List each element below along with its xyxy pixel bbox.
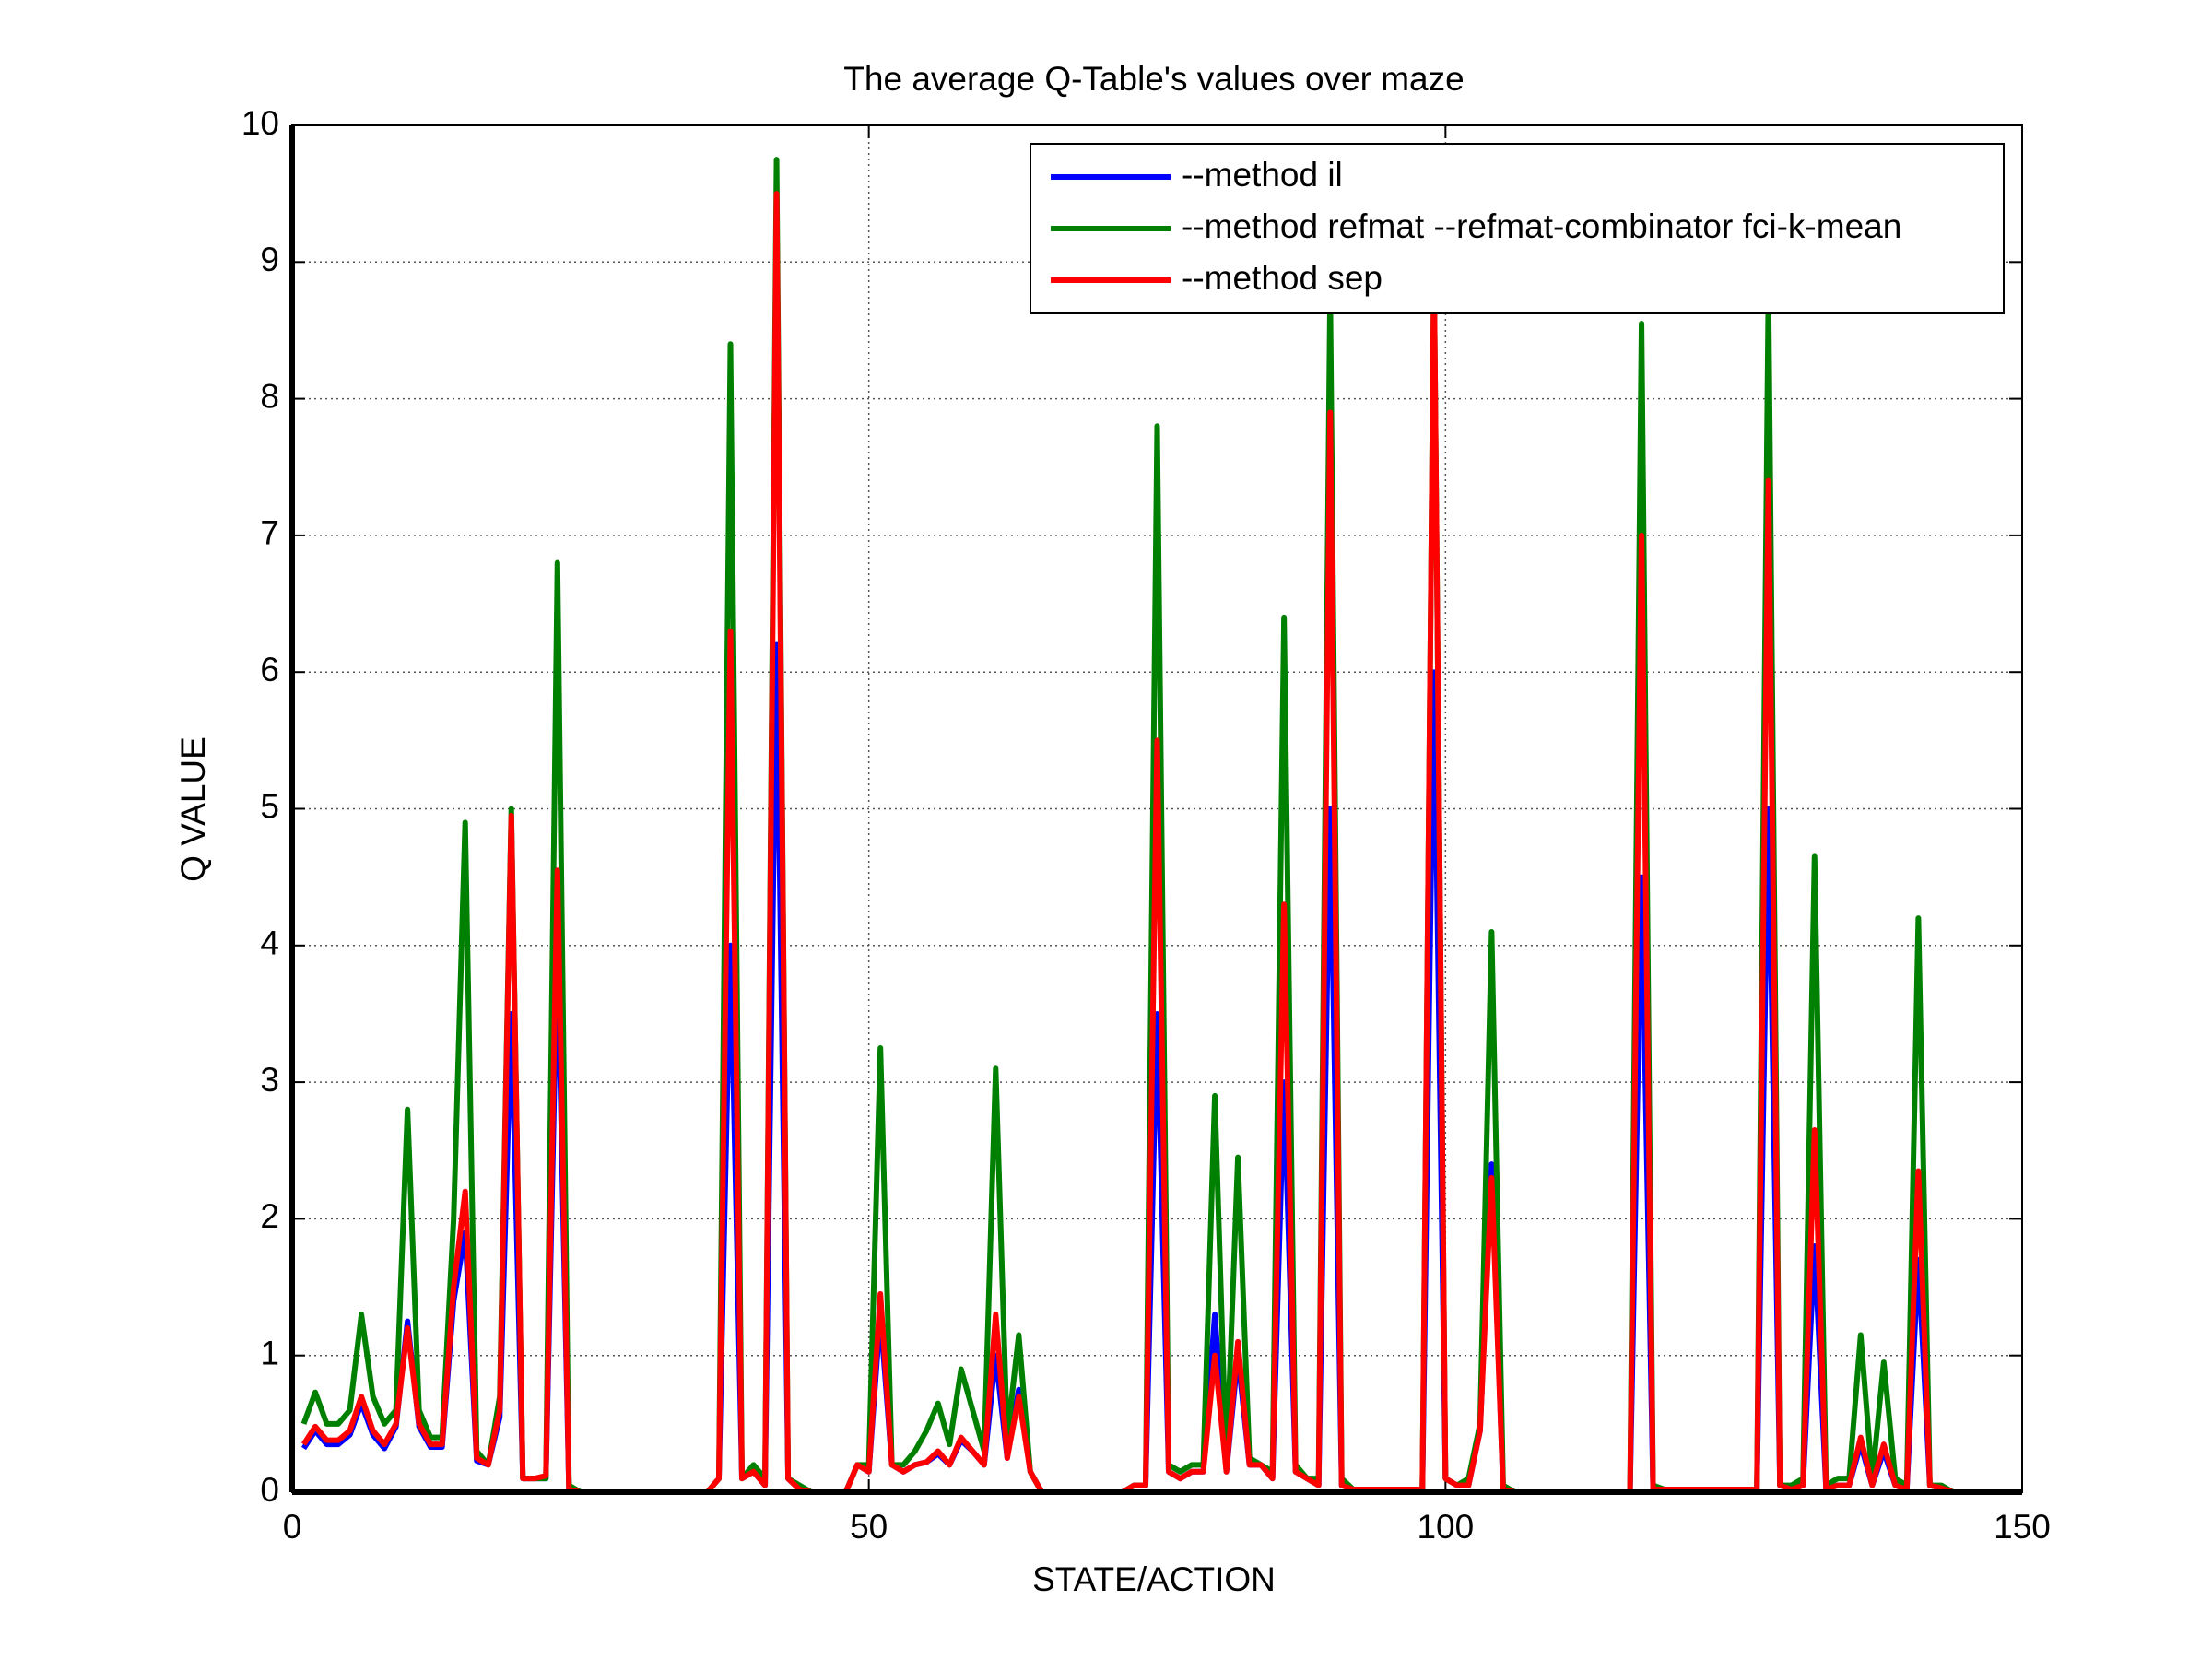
y-tick-label: 10 xyxy=(241,104,279,142)
y-tick-label: 0 xyxy=(260,1471,279,1509)
y-tick-label: 8 xyxy=(260,377,279,415)
legend-label: --method refmat --refmat-combinator fci-… xyxy=(1182,207,1901,245)
x-tick-label: 50 xyxy=(850,1508,888,1546)
y-tick-label: 2 xyxy=(260,1197,279,1235)
x-axis-label: STATE/ACTION xyxy=(1032,1560,1276,1598)
y-tick-label: 3 xyxy=(260,1061,279,1099)
y-tick-label: 6 xyxy=(260,651,279,688)
y-tick-label: 5 xyxy=(260,787,279,825)
x-tick-label: 0 xyxy=(283,1508,302,1546)
legend-label: --method il xyxy=(1182,156,1343,194)
y-tick-label: 1 xyxy=(260,1334,279,1371)
y-tick-label: 7 xyxy=(260,514,279,552)
x-tick-label: 100 xyxy=(1417,1508,1474,1546)
x-tick-label: 150 xyxy=(1994,1508,2051,1546)
legend-label: --method sep xyxy=(1182,259,1382,297)
legend-box xyxy=(1030,143,2005,314)
y-axis-label: Q VALUE xyxy=(174,736,212,882)
y-tick-label: 4 xyxy=(260,924,279,962)
chart-title: The average Q-Table's values over maze xyxy=(843,60,1464,98)
y-tick-label: 9 xyxy=(260,241,279,278)
